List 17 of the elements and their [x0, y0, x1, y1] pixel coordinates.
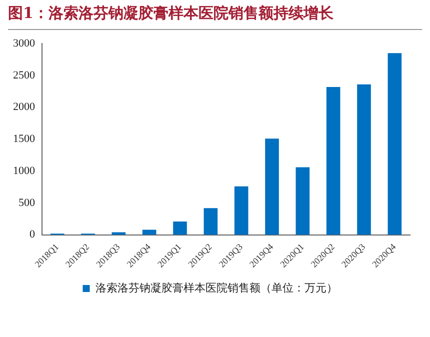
y-tick-label: 500 [18, 196, 36, 209]
bar [357, 84, 371, 235]
legend-label: 洛索洛芬钠凝胶膏样本医院销售额（单位：万元） [95, 281, 338, 294]
bar [388, 53, 402, 235]
y-tick-label: 2500 [13, 69, 36, 82]
y-tick-label: 0 [30, 228, 36, 241]
chart-title: 图1：洛索洛芬钠凝胶膏样本医院销售额持续增长 [8, 4, 422, 30]
bar [265, 138, 279, 235]
bar [234, 186, 248, 235]
y-tick-label: 1500 [13, 133, 36, 146]
bar [204, 208, 218, 235]
y-tick-label: 1000 [13, 164, 36, 177]
bar [296, 167, 310, 235]
bar [173, 221, 187, 235]
bar [326, 86, 340, 235]
y-tick-label: 3000 [13, 37, 36, 50]
y-tick-label: 2000 [13, 101, 36, 114]
